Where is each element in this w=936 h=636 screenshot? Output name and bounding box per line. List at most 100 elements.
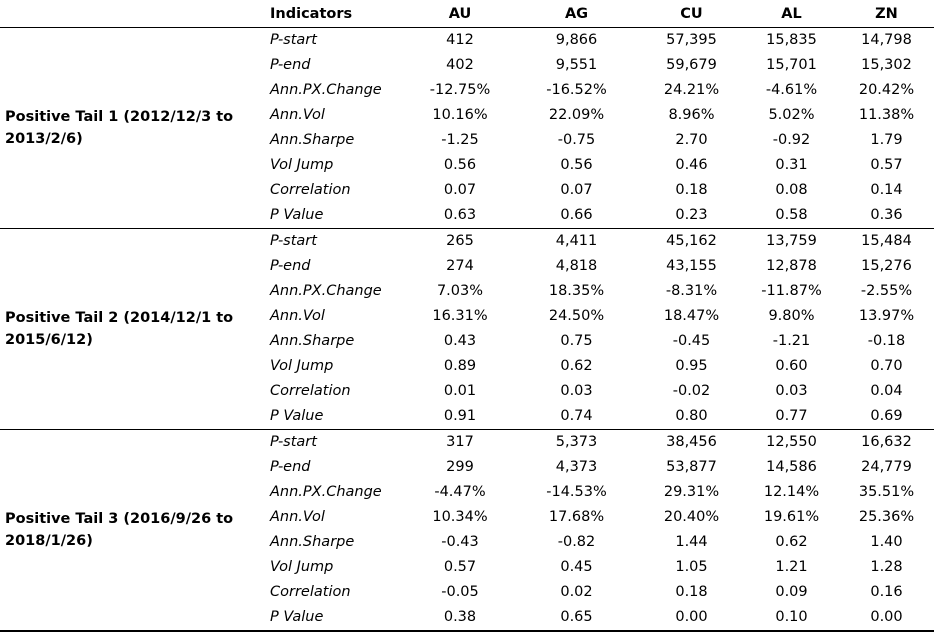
- indicator-name: Vol Jump: [270, 559, 334, 575]
- header-row: Indicators AU AG CU AL ZN: [0, 2, 934, 28]
- indicator-name: Ann.PX.Change: [270, 82, 382, 98]
- value-cell-au: 0.63: [443, 207, 477, 223]
- value-cell-cu: 0.95: [675, 358, 708, 374]
- value-cell-al: -1.21: [772, 333, 811, 349]
- table-row: Vol Jump 0.56 0.56 0.46 0.31 0.57: [0, 153, 934, 178]
- group-label: Positive Tail 1 (2012/12/3 to 2013/2/6): [5, 109, 234, 147]
- value-cell-zn: 0.16: [870, 584, 903, 600]
- value-cell-cu: -0.02: [672, 383, 711, 399]
- value-cell-au: 0.38: [443, 609, 477, 625]
- value-cell-cu: 57,395: [666, 32, 717, 48]
- value-cell-al: -0.92: [772, 132, 811, 148]
- value-cell-cu: 24.21%: [663, 82, 720, 98]
- value-cell-cu: 29.31%: [663, 484, 720, 500]
- value-cell-zn: -0.18: [867, 333, 906, 349]
- table-group: Positive Tail 2 (2014/12/1 to 2015/6/12)…: [0, 229, 934, 430]
- value-cell-cu: 0.18: [675, 584, 708, 600]
- value-cell-ag: 24.50%: [548, 308, 605, 324]
- value-cell-cu: 53,877: [666, 459, 717, 475]
- value-cell-ag: 9,866: [555, 32, 598, 48]
- value-cell-ag: 4,411: [555, 233, 598, 249]
- table-header: Indicators AU AG CU AL ZN: [0, 2, 934, 28]
- value-cell-au: 0.57: [443, 559, 477, 575]
- table-row: Positive Tail 1 (2012/12/3 to 2013/2/6) P…: [0, 28, 934, 147]
- value-cell-al: 0.03: [775, 383, 808, 399]
- value-cell-cu: 2.70: [675, 132, 708, 148]
- value-cell-au: -12.75%: [429, 82, 491, 98]
- group-label: Positive Tail 3 (2016/9/26 to 2018/1/26): [5, 511, 234, 549]
- value-cell-al: -11.87%: [761, 283, 822, 299]
- value-cell-cu: 1.05: [675, 559, 708, 575]
- group-label: Positive Tail 2 (2014/12/1 to 2015/6/12): [5, 310, 234, 348]
- indicator-name: P-start: [270, 233, 317, 249]
- table-row: P Value 0.63 0.66 0.23 0.58 0.36: [0, 203, 934, 229]
- value-cell-au: 0.07: [443, 182, 477, 198]
- value-cell-cu: 1.44: [675, 534, 708, 550]
- value-cell-au: 412: [446, 32, 474, 48]
- value-cell-zn: -2.55%: [860, 283, 913, 299]
- value-cell-zn: 0.14: [870, 182, 903, 198]
- value-cell-au: -0.05: [441, 584, 479, 600]
- value-cell-al: 9.80%: [768, 308, 815, 324]
- value-cell-au: -1.25: [441, 132, 479, 148]
- indicator-name: Ann.PX.Change: [270, 283, 382, 299]
- indicator-name: Vol Jump: [270, 358, 334, 374]
- table-group: Positive Tail 3 (2016/9/26 to 2018/1/26)…: [0, 430, 934, 631]
- value-cell-al: 0.60: [775, 358, 808, 374]
- table-row: P Value 0.38 0.65 0.00 0.10 0.00: [0, 605, 934, 631]
- value-cell-cu: 0.80: [675, 408, 708, 424]
- value-cell-zn: 1.40: [870, 534, 903, 550]
- value-cell-zn: 15,276: [861, 258, 912, 274]
- value-cell-ag: 0.65: [560, 609, 593, 625]
- value-cell-zn: 13.97%: [858, 308, 915, 324]
- table-row: Ann.Sharpe -1.25 -0.75 2.70 -0.92 1.79: [0, 128, 934, 153]
- value-cell-zn: 0.57: [870, 157, 903, 173]
- value-cell-al: 19.61%: [763, 509, 820, 525]
- value-cell-zn: 1.28: [870, 559, 903, 575]
- value-cell-cu: 0.00: [675, 609, 708, 625]
- value-cell-au: 0.01: [443, 383, 477, 399]
- table-row: P-end 402 9,551 59,679 15,701 15,302: [0, 53, 934, 78]
- value-cell-cu: 18.47%: [663, 308, 720, 324]
- value-cell-ag: 0.03: [560, 383, 593, 399]
- indicator-name: P Value: [270, 207, 324, 223]
- value-cell-ag: 0.02: [560, 584, 593, 600]
- indicator-name: P-end: [270, 459, 311, 475]
- value-cell-al: 0.77: [775, 408, 808, 424]
- value-cell-au: -4.47%: [434, 484, 486, 500]
- value-cell-al: 0.08: [775, 182, 808, 198]
- table-row: Ann.Sharpe 0.43 0.75 -0.45 -1.21 -0.18: [0, 329, 934, 354]
- value-cell-zn: 1.79: [870, 132, 903, 148]
- value-cell-cu: -0.45: [672, 333, 711, 349]
- value-cell-zn: 24,779: [861, 459, 912, 475]
- value-cell-au: 299: [446, 459, 474, 475]
- indicator-name: P Value: [270, 408, 324, 424]
- column-header-cu: CU: [639, 2, 744, 28]
- value-cell-cu: 0.18: [675, 182, 708, 198]
- value-cell-al: 13,759: [766, 233, 817, 249]
- value-cell-cu: -8.31%: [665, 283, 718, 299]
- value-cell-zn: 15,302: [861, 57, 912, 73]
- indicator-name: Ann.Vol: [270, 107, 325, 123]
- indicator-name: Ann.PX.Change: [270, 484, 382, 500]
- indicator-name: P Value: [270, 609, 324, 625]
- value-cell-al: 0.09: [775, 584, 808, 600]
- value-cell-al: 15,835: [766, 32, 817, 48]
- value-cell-au: 274: [446, 258, 474, 274]
- table-row: Ann.Vol 10.16% 22.09% 8.96% 5.02% 11.38%: [0, 103, 934, 128]
- value-cell-al: 12,550: [766, 434, 817, 450]
- value-cell-au: 402: [446, 57, 474, 73]
- column-header-au: AU: [406, 2, 514, 28]
- indicator-name: Ann.Vol: [270, 509, 325, 525]
- table-row: P Value 0.91 0.74 0.80 0.77 0.69: [0, 404, 934, 430]
- indicator-name: P-end: [270, 57, 311, 73]
- value-cell-al: 12,878: [766, 258, 817, 274]
- value-cell-ag: 5,373: [555, 434, 598, 450]
- value-cell-au: 0.43: [443, 333, 477, 349]
- indicator-name: Ann.Sharpe: [270, 333, 355, 349]
- table-row: Correlation 0.07 0.07 0.18 0.08 0.14: [0, 178, 934, 203]
- table-row: Positive Tail 3 (2016/9/26 to 2018/1/26)…: [0, 430, 934, 549]
- value-cell-cu: 38,456: [666, 434, 717, 450]
- table-row: Ann.PX.Change -4.47% -14.53% 29.31% 12.14% 35…: [0, 480, 934, 505]
